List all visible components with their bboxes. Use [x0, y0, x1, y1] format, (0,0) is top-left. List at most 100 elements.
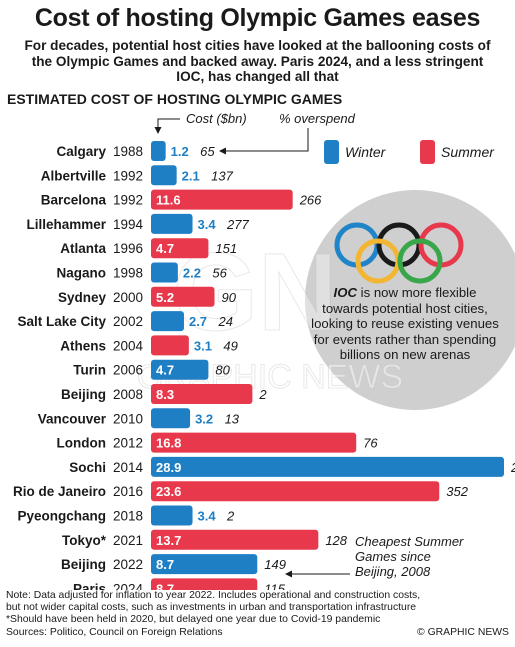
olympic-rings-icon: [334, 222, 464, 284]
ioc-annotation: IOC is now more flexible towards potenti…: [310, 285, 500, 363]
cost-bar: [151, 262, 178, 283]
note-line-1: Note: Data adjusted for inflation to yea…: [6, 590, 421, 601]
note-line-3: *Should have been held in 2020, but dela…: [6, 614, 381, 626]
legend-summer-label: Summer: [441, 144, 495, 160]
year-label: 2024: [113, 581, 144, 590]
cost-bar: [151, 359, 209, 380]
overspend-label: 149: [264, 557, 286, 572]
cost-value-label: 3.4: [198, 217, 217, 232]
year-label: 1996: [113, 241, 143, 256]
cost-value-label: 3.1: [194, 338, 212, 353]
year-label: 2018: [113, 509, 143, 524]
year-label: 2014: [113, 460, 144, 475]
cost-bar: [151, 141, 166, 161]
cost-value-label: 3.2: [195, 411, 213, 426]
cost-value-label: 2.2: [183, 266, 201, 281]
year-label: 1992: [113, 193, 143, 208]
cost-bar: [151, 286, 215, 307]
city-label: Vancouver: [38, 411, 107, 426]
cost-value-label: 3.4: [198, 509, 217, 524]
cost-value-label: 16.8: [156, 436, 181, 451]
ioc-annotation-body: is now more flexible towards potential h…: [311, 285, 499, 363]
year-label: 2002: [113, 314, 143, 329]
city-label: Atlanta: [60, 241, 106, 256]
overspend-label: 65: [200, 144, 215, 159]
overspend-label: 24: [217, 314, 232, 329]
cost-value-label: 2.7: [189, 314, 207, 329]
year-label: 1992: [113, 168, 143, 183]
overspend-label: 56: [212, 266, 227, 281]
cost-header-pointer: [154, 118, 180, 134]
cost-value-label: 1.2: [171, 144, 189, 159]
year-label: 2012: [113, 436, 143, 451]
city-label: Lillehammer: [26, 217, 106, 232]
year-label: 2008: [113, 387, 143, 402]
overspend-label: 80: [215, 363, 230, 378]
cost-bar: [151, 189, 293, 210]
city-label: Rio de Janeiro: [13, 484, 106, 499]
cost-value-label: 28.9: [156, 460, 181, 475]
credit: © GRAPHIC NEWS: [417, 627, 509, 638]
year-label: 1988: [113, 144, 143, 159]
overspend-label: 266: [299, 193, 322, 208]
cost-bar: [151, 238, 209, 259]
chart-title: ESTIMATED COST OF HOSTING OLYMPIC GAMES: [7, 91, 343, 107]
overspend-label: 13: [225, 411, 240, 426]
year-label: 2006: [113, 363, 143, 378]
year-label: 1994: [113, 217, 144, 232]
cost-value-label: 11.6: [156, 193, 181, 208]
year-label: 2000: [113, 290, 143, 305]
overspend-header: % overspend: [279, 111, 356, 126]
ioc-annotation-lead: IOC: [333, 285, 357, 300]
overspend-label: 289: [510, 460, 515, 475]
cost-bar: [151, 481, 440, 502]
city-label: Turin: [73, 363, 106, 378]
year-label: 1998: [113, 266, 143, 281]
cost-value-label: 2.1: [182, 168, 200, 183]
overspend-label: 2: [226, 509, 235, 524]
city-label: Salt Lake City: [17, 314, 106, 329]
cost-bar: [151, 384, 253, 404]
cost-bar: [151, 456, 504, 477]
cost-bar: [151, 529, 319, 550]
headline: Cost of hosting Olympic Games eases: [34, 4, 481, 32]
city-label: Calgary: [56, 144, 106, 159]
cost-value-label: 4.7: [156, 363, 174, 378]
cost-value-label: 5.2: [156, 290, 174, 305]
overspend-header-pointer: [219, 128, 309, 155]
paris-callout-line-1: Cheapest Summer: [355, 534, 464, 549]
city-label: Nagano: [56, 266, 106, 281]
cost-bar: [151, 311, 184, 332]
city-label: Beijing: [61, 557, 106, 572]
note-line-2: but not wider capital costs, such as inv…: [6, 602, 417, 614]
year-label: 2010: [113, 411, 143, 426]
sources-line: Sources: Politico, Council on Foreign Re…: [6, 626, 223, 638]
legend-summer-swatch: [420, 140, 435, 164]
cost-value-label: 8.7: [156, 557, 174, 572]
city-label: Albertville: [41, 168, 107, 183]
cost-chart: GN GRAPHIC NEWS Cost ($bn) % overspend W…: [13, 111, 515, 590]
city-label: Barcelona: [41, 193, 107, 208]
notes: Note: Data adjusted for inflation to yea…: [6, 590, 511, 639]
city-label: Athens: [60, 338, 106, 353]
paris-callout-line-2: Games since: [355, 549, 431, 564]
cost-bar: [151, 165, 177, 186]
year-label: 2022: [113, 557, 143, 572]
paris-callout-line-3: Beijing, 2008: [355, 564, 431, 579]
city-label: Pyeongchang: [17, 509, 106, 524]
city-label: Sydney: [58, 290, 107, 305]
cost-bar: [151, 213, 193, 234]
cost-value-label: 8.7: [156, 581, 174, 590]
cost-bar: [151, 554, 258, 575]
cost-header: Cost ($bn): [186, 111, 247, 126]
overspend-label: 137: [211, 168, 233, 183]
city-label: Beijing: [61, 387, 106, 402]
overspend-label: 128: [325, 533, 347, 548]
overspend-label: 151: [215, 241, 237, 256]
overspend-label: 352: [446, 484, 468, 499]
city-label: London: [57, 436, 106, 451]
cost-value-label: 23.6: [156, 484, 181, 499]
legend-winter-swatch: [324, 140, 339, 164]
cost-value-label: 4.7: [156, 241, 174, 256]
cost-bar: [151, 408, 191, 429]
